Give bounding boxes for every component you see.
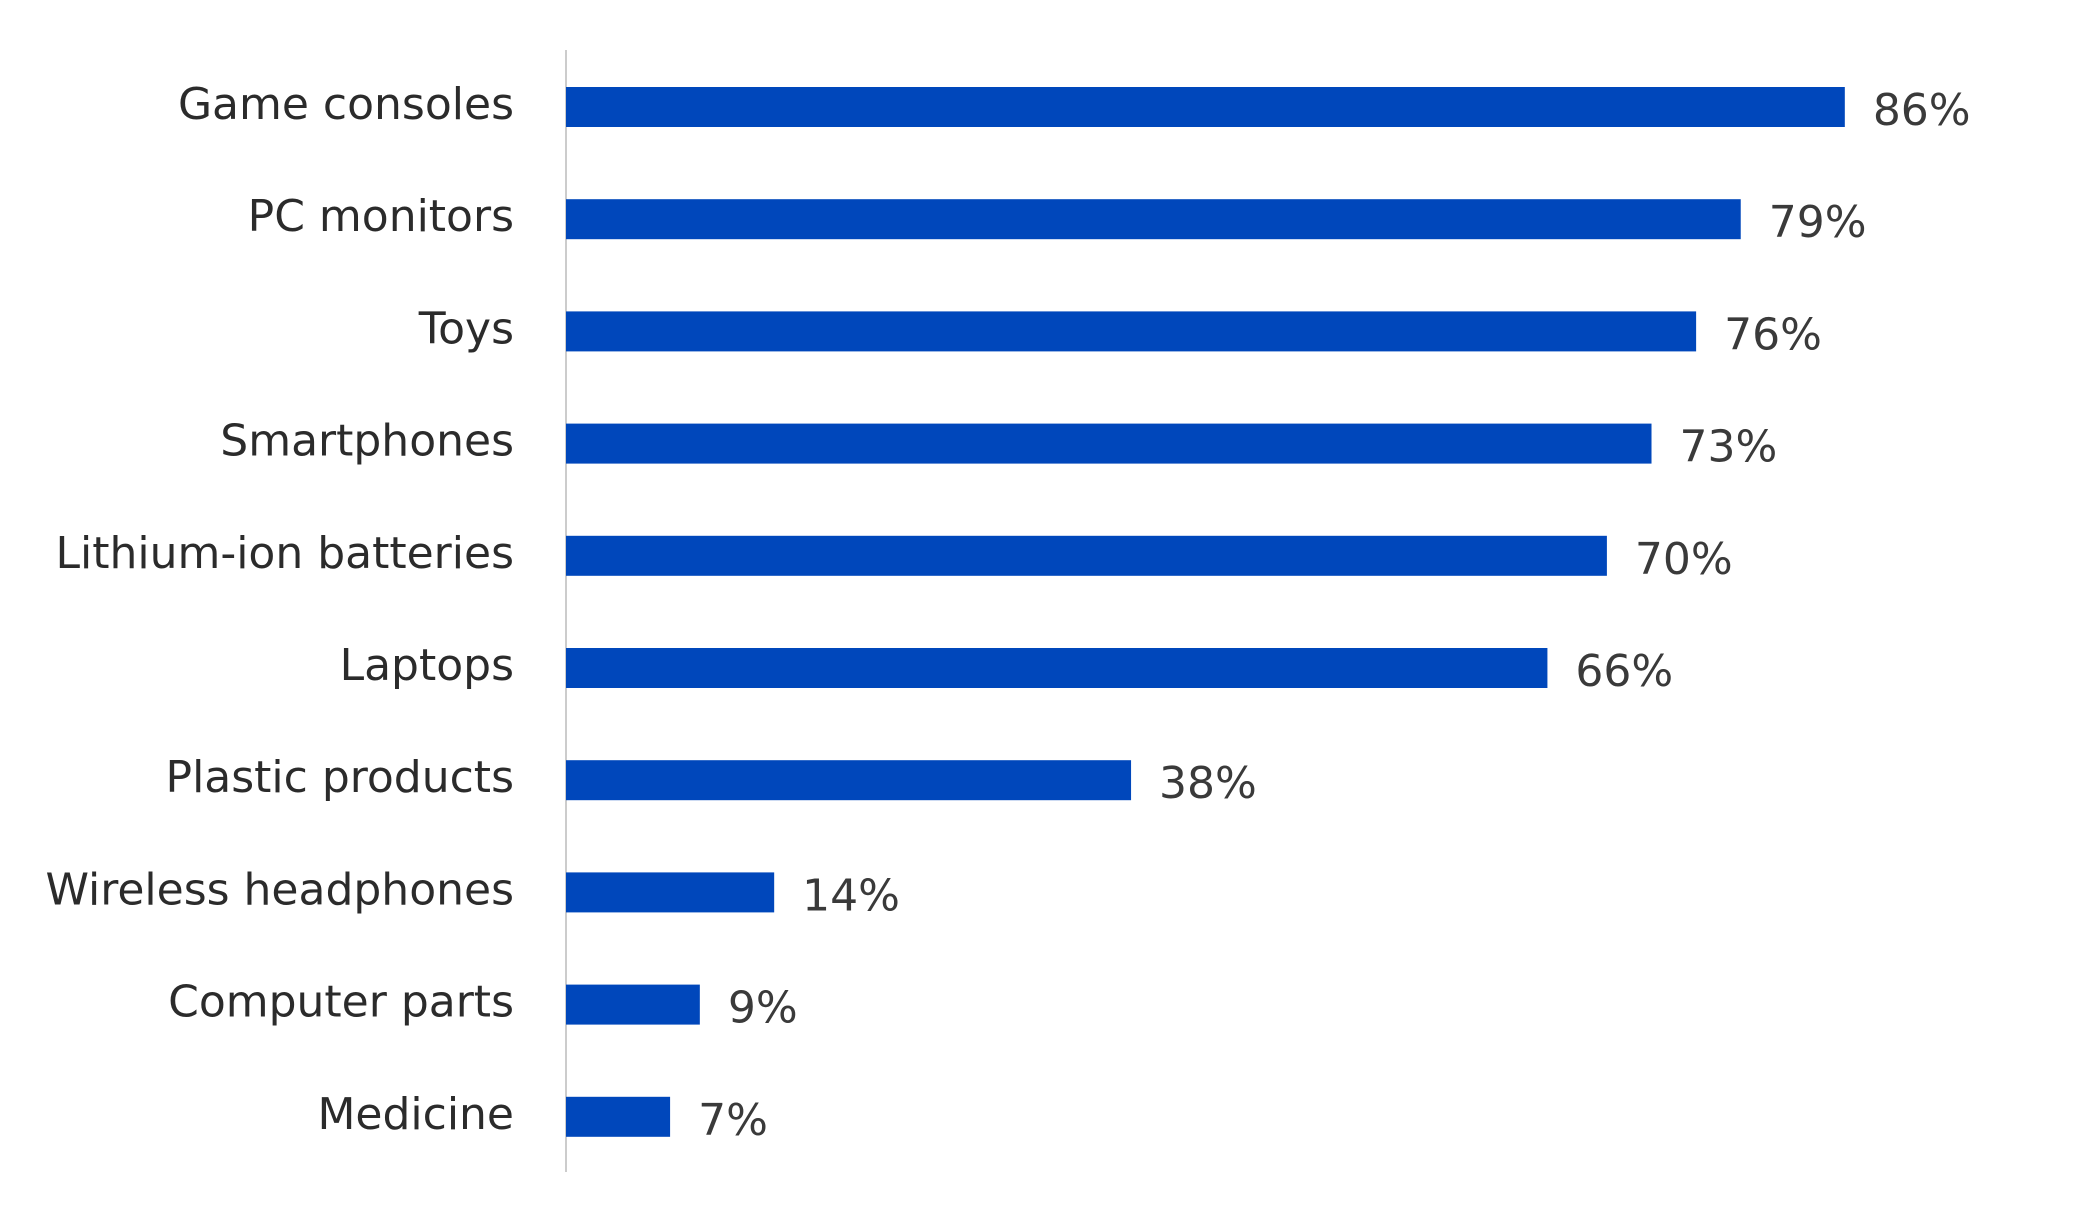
value-label: 76% — [1724, 309, 1822, 360]
value-label: 38% — [1159, 758, 1257, 809]
category-label: Wireless headphones — [45, 864, 514, 915]
category-label: Game consoles — [178, 79, 514, 130]
category-label: Medicine — [317, 1089, 514, 1140]
bar-laptops — [566, 648, 1548, 688]
value-label: 7% — [698, 1095, 768, 1146]
value-label: 79% — [1769, 197, 1867, 248]
bar-computer-parts — [566, 984, 700, 1025]
bar-game-consoles — [566, 87, 1845, 127]
category-labels: Game consoles PC monitors Toys Smartphones L… — [45, 79, 514, 1140]
value-label: 86% — [1873, 85, 1971, 136]
value-labels: 86% 79% 76% 73% 70% 66% 38% 14% 9% 7% — [698, 85, 1971, 1146]
value-label: 73% — [1680, 422, 1778, 473]
bar-pc-monitors — [566, 199, 1741, 240]
category-label: Laptops — [340, 640, 514, 691]
value-label: 70% — [1635, 534, 1733, 585]
value-label: 14% — [802, 870, 900, 921]
bars-group — [566, 87, 1845, 1137]
category-label: Smartphones — [220, 416, 514, 467]
bar-medicine — [566, 1096, 671, 1137]
bar-smartphones — [566, 423, 1652, 464]
value-label: 9% — [728, 983, 798, 1034]
category-label: Computer parts — [168, 977, 514, 1028]
bar-lithium-ion-batteries — [566, 535, 1607, 576]
bar-toys — [566, 311, 1697, 352]
category-label: Toys — [418, 303, 514, 354]
bar-wireless-headphones — [566, 872, 775, 913]
bar-plastic-products — [566, 760, 1132, 801]
value-label: 66% — [1575, 646, 1673, 697]
category-label: Plastic products — [166, 752, 514, 803]
category-label: PC monitors — [248, 191, 514, 242]
category-label: Lithium-ion batteries — [55, 528, 514, 579]
